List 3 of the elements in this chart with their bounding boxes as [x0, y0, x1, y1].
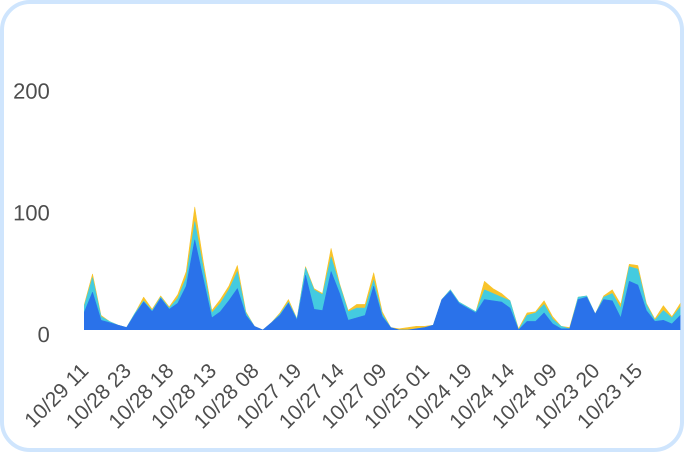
y-tick-label: 100	[14, 205, 49, 221]
y-tick-label: 200	[14, 83, 49, 99]
y-tick-label: 0	[38, 326, 49, 342]
